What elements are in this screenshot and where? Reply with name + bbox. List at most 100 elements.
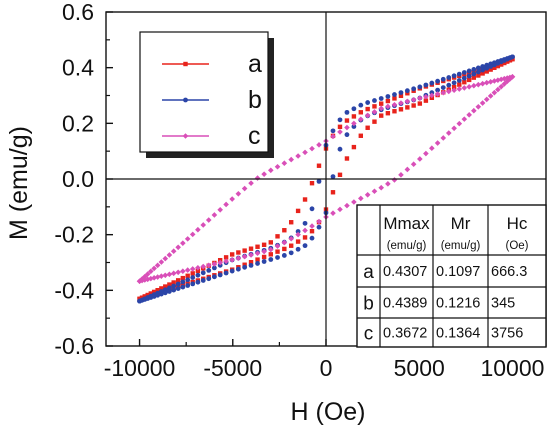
data-point-c — [451, 87, 457, 94]
data-point-c — [162, 255, 169, 262]
data-point-c — [344, 202, 350, 209]
data-point-a — [495, 63, 501, 69]
legend-label: c — [248, 122, 261, 150]
data-point-b — [417, 84, 423, 90]
data-point-c — [471, 107, 477, 114]
data-point-a — [185, 273, 190, 278]
data-point-b — [429, 80, 435, 86]
data-point-a — [302, 235, 308, 240]
data-point-b — [344, 109, 350, 115]
data-point-b — [351, 124, 357, 129]
data-point-a — [275, 249, 280, 254]
data-point-b — [456, 78, 462, 83]
data-point-a — [358, 110, 364, 115]
data-point-b — [471, 71, 477, 77]
data-point-c — [166, 252, 173, 258]
data-point-c — [175, 269, 181, 276]
data-point-b — [484, 65, 490, 71]
data-point-a — [155, 288, 160, 293]
data-point-b — [456, 71, 462, 77]
data-point-c — [267, 246, 274, 253]
data-point-a — [159, 286, 164, 291]
data-point-b — [288, 250, 294, 256]
data-point-c — [235, 255, 242, 262]
data-point-b — [155, 292, 161, 298]
data-point-b — [451, 73, 457, 79]
data-point-a — [372, 104, 377, 109]
data-point-a — [392, 96, 397, 101]
y-tick-label: -0.2 — [54, 222, 94, 248]
data-point-c — [337, 206, 343, 213]
data-point-a — [462, 80, 467, 85]
data-point-c — [200, 222, 207, 228]
data-point-b — [211, 265, 217, 271]
x-tick-label: -5000 — [203, 355, 262, 381]
data-point-c — [495, 86, 501, 93]
data-point-a — [337, 124, 343, 130]
data-point-b — [242, 264, 248, 270]
data-point-a — [484, 69, 489, 74]
data-point-a — [261, 242, 267, 247]
data-point-c — [423, 150, 429, 157]
data-point-b — [171, 287, 177, 293]
data-point-c — [254, 250, 261, 257]
data-point-c — [337, 129, 343, 135]
data-point-a — [379, 101, 384, 106]
data-point-c — [144, 271, 151, 277]
data-point-c — [200, 263, 207, 270]
data-point-b — [268, 257, 274, 262]
data-point-c — [261, 248, 267, 255]
series-c — [136, 73, 516, 285]
data-point-b — [211, 274, 217, 280]
data-point-a — [288, 220, 294, 225]
data-point-b — [309, 206, 315, 212]
table-cell: 0.1364 — [436, 326, 480, 342]
data-point-b — [200, 270, 206, 276]
data-point-a — [405, 105, 410, 110]
data-point-c — [241, 253, 248, 260]
data-point-b — [435, 78, 441, 84]
table-cell: 0.4307 — [383, 264, 427, 280]
data-point-c — [281, 160, 288, 166]
data-point-b — [446, 75, 452, 80]
data-point-c — [475, 103, 482, 110]
table-box — [356, 204, 547, 348]
data-point-b — [316, 178, 322, 184]
data-point-c — [274, 163, 281, 170]
data-point-c — [330, 133, 336, 140]
data-point-c — [180, 240, 186, 246]
table-header: Mmax — [383, 214, 430, 233]
data-point-c — [158, 273, 165, 279]
data-point-a — [492, 65, 497, 70]
data-point-c — [504, 78, 511, 85]
data-point-a — [151, 289, 157, 295]
data-point-c — [229, 257, 235, 263]
data-point-b — [302, 243, 308, 249]
data-point-a — [330, 190, 336, 195]
data-point-b — [162, 290, 168, 296]
data-point-b — [475, 69, 481, 75]
data-point-c — [487, 79, 494, 85]
data-point-c — [267, 167, 274, 174]
data-point-c — [429, 145, 435, 152]
data-point-c — [440, 89, 447, 96]
data-point-a — [344, 118, 350, 123]
data-point-b — [344, 132, 350, 138]
data-point-c — [385, 181, 391, 187]
data-point-b — [302, 220, 308, 226]
data-point-b — [248, 262, 254, 268]
data-point-b — [166, 285, 172, 291]
data-point-c — [309, 145, 315, 152]
data-point-b — [466, 68, 472, 74]
data-point-a — [476, 73, 481, 78]
data-point-c — [184, 267, 191, 273]
data-point-b — [351, 106, 357, 112]
data-point-a — [195, 268, 201, 274]
data-point-c — [223, 201, 229, 208]
data-point-a — [365, 125, 370, 130]
data-point-c — [364, 112, 371, 119]
legend-swatch-marker — [182, 133, 189, 139]
data-point-c — [147, 275, 154, 282]
table-header: Mr — [451, 214, 471, 233]
data-point-b — [461, 70, 467, 75]
